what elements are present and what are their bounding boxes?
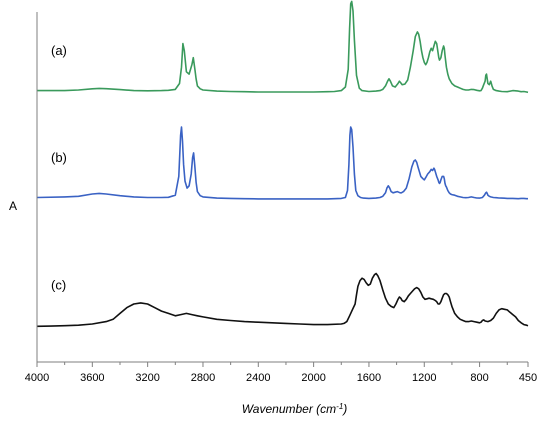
x-tick-label: 2400 [246,372,270,384]
spectrum-line-3 [36,272,529,328]
x-tick-label: 3200 [135,372,159,384]
x-minor-tick-label: 3000 [163,372,187,384]
x-ticks: 4000 3600 3200 2800 2400 2000 1600 1200 800 450 38… [25,362,537,384]
panel-label-3: (c) [51,278,66,293]
x-tick-label: 1600 [357,372,381,384]
x-minor-tick-label: 600 [498,372,516,384]
spectrum-line-1 [37,0,529,94]
x-tick-label: 4000 [25,372,49,384]
x-minor-tick-label: 1400 [384,372,408,384]
x-axis-title: Wavenumber (cm-1) [242,402,348,417]
x-minor-tick-label: 2200 [274,372,298,384]
x-minor-tick-label: 3800 [52,372,76,384]
x-tick-label: 2800 [191,372,215,384]
spectrum-line-2 [36,126,528,200]
panel-labels: (a) (b) (c) [51,43,67,293]
x-tick-label: 800 [470,372,488,384]
y-axis-title: A [9,199,17,213]
x-minor-tick-label: 3400 [108,372,132,384]
x-tick-label: 1200 [412,372,436,384]
x-minor-tick-label: 1000 [440,372,464,384]
axes-layer [36,12,528,363]
x-tick-label: 450 [519,372,537,384]
x-minor-tick-label: 1800 [329,372,353,384]
x-minor-tick-label: 2600 [218,372,242,384]
x-axis-title-superscript: -1 [336,402,343,411]
x-axis-title-close: ) [341,402,347,416]
x-tick-label: 3600 [80,372,104,384]
panel-label-2: (b) [51,150,67,165]
x-axis-title-main: Wavenumber (cm [242,402,336,416]
panel-label-1: (a) [51,43,67,58]
series-layer [36,0,529,328]
x-tick-label: 2000 [301,372,325,384]
